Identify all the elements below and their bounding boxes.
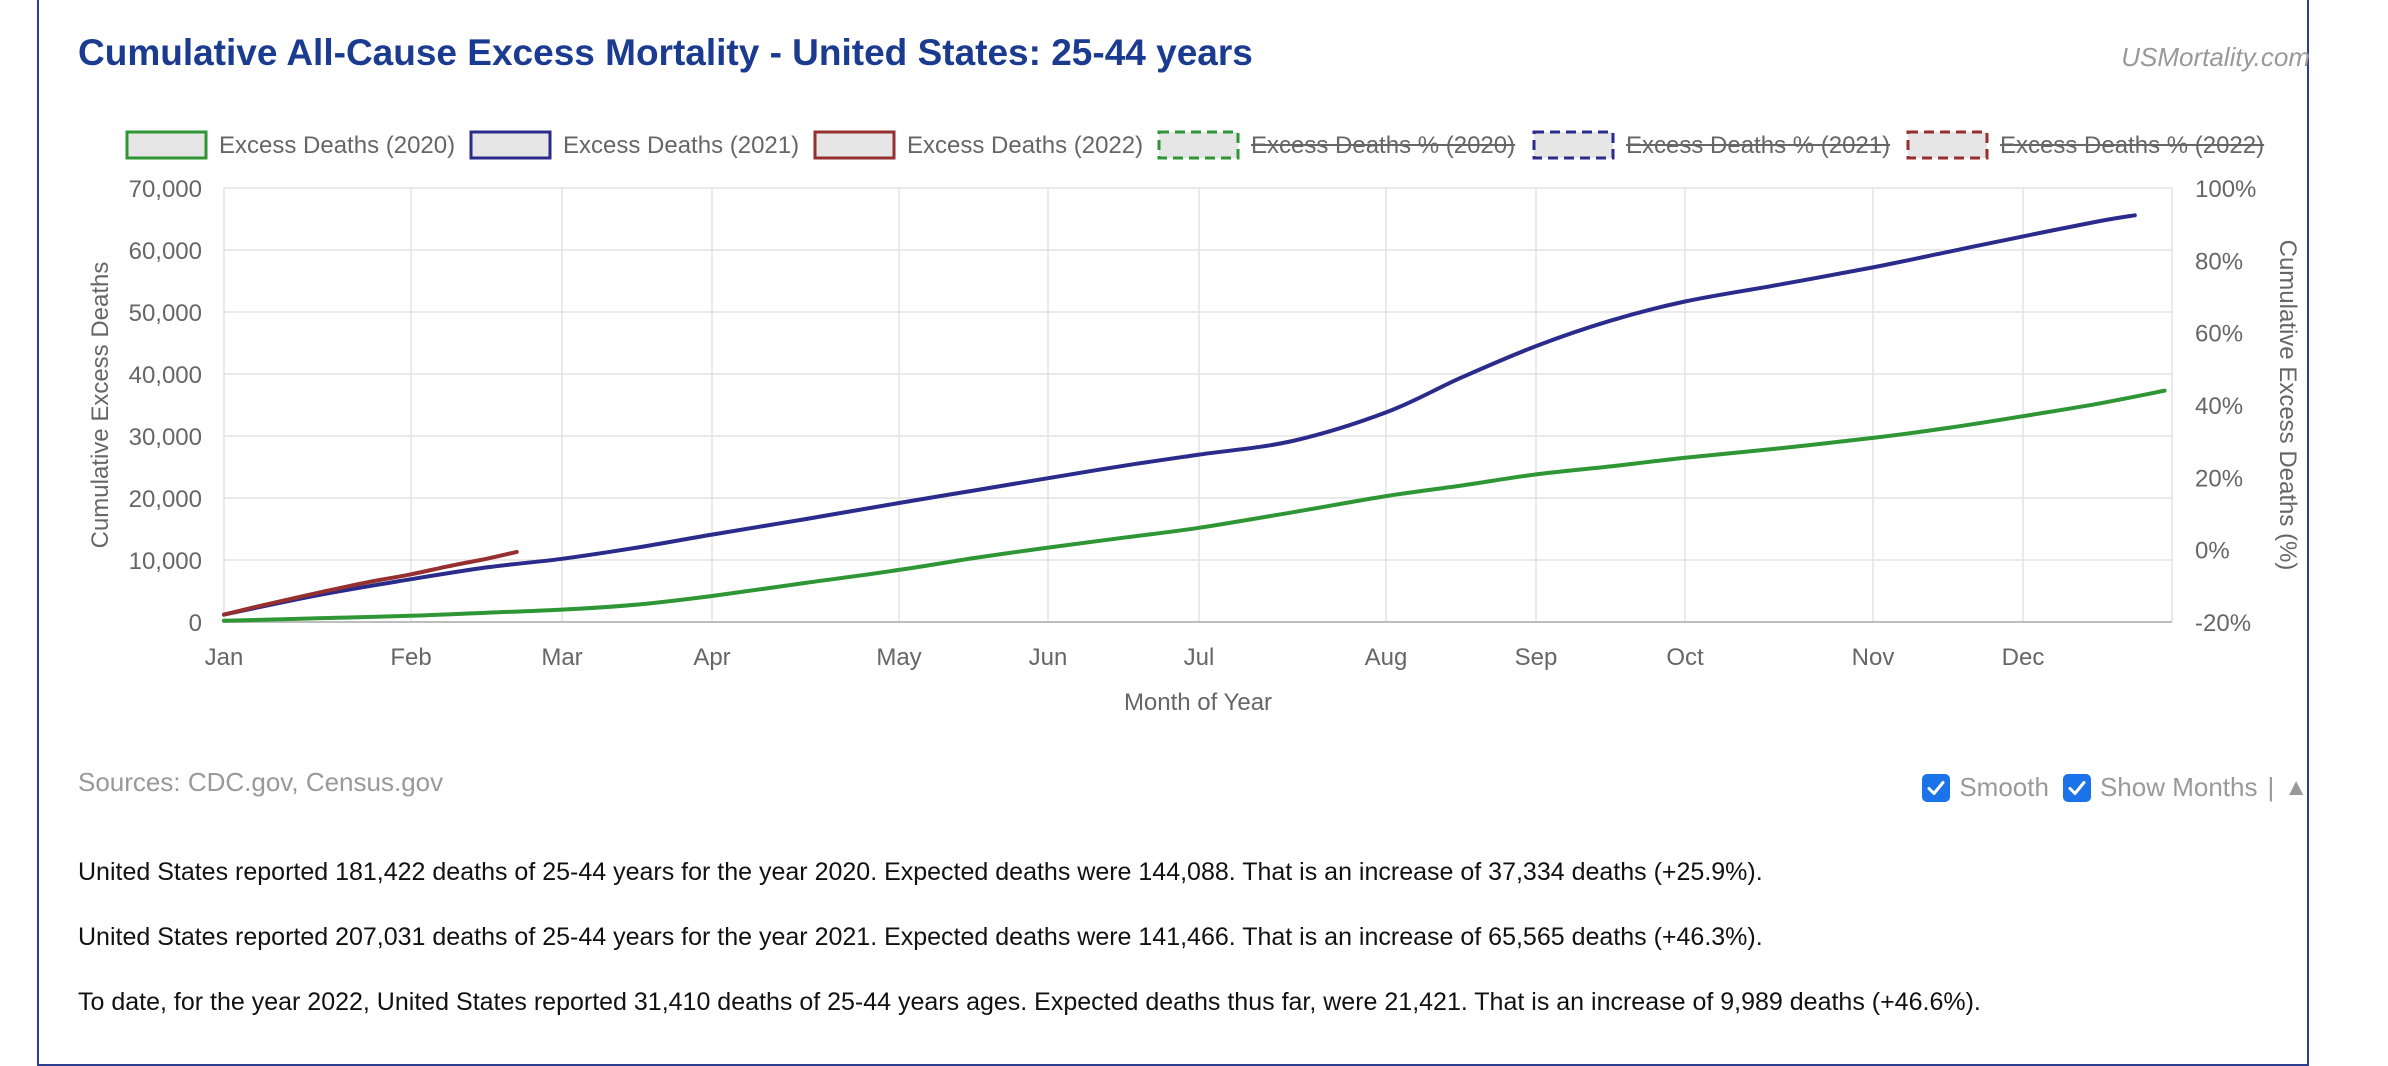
y2-tick-label: 60% bbox=[2195, 321, 2243, 348]
sources-text: Sources: CDC.gov, Census.gov bbox=[78, 767, 444, 797]
x-tick-label: Sep bbox=[1515, 644, 1558, 671]
x-tick-label: Apr bbox=[693, 644, 730, 671]
y2-tick-label: 20% bbox=[2195, 465, 2243, 492]
y2-tick-label: -20% bbox=[2195, 610, 2251, 637]
y-axis-title: Cumulative Excess Deaths bbox=[87, 262, 114, 549]
y-tick-label: 20,000 bbox=[129, 486, 202, 513]
chart-lines bbox=[222, 213, 2167, 623]
x-tick-label: Jun bbox=[1029, 644, 1068, 671]
check-icon bbox=[1927, 780, 1945, 795]
series-line-3 bbox=[222, 549, 519, 617]
show-months-label[interactable]: Show Months bbox=[2099, 772, 2258, 802]
series-line-2 bbox=[222, 213, 2137, 617]
y-tick-label: 30,000 bbox=[129, 424, 202, 451]
y2-tick-label: 40% bbox=[2195, 393, 2243, 420]
x-tick-label: Jan bbox=[205, 644, 244, 671]
x-axis-title: Month of Year bbox=[1124, 689, 1272, 716]
legend-item-5[interactable]: Excess Deaths % (2021) bbox=[1532, 130, 1891, 160]
y-tick-label: 0 bbox=[189, 610, 202, 637]
chart-grid bbox=[223, 187, 2173, 623]
y-tick-label: 60,000 bbox=[129, 238, 202, 265]
legend-swatch bbox=[1532, 130, 1615, 160]
chart-title: Cumulative All-Cause Excess Mortality - … bbox=[78, 32, 1253, 73]
y-tick-label: 50,000 bbox=[129, 300, 202, 327]
series-line-1 bbox=[222, 388, 2167, 623]
legend-swatch bbox=[813, 130, 896, 160]
y-tick-label: 70,000 bbox=[129, 176, 202, 203]
y2-axis-title: Cumulative Excess Deaths (%) bbox=[2274, 240, 2301, 571]
legend-swatch bbox=[1157, 130, 1240, 160]
x-tick-label: Oct bbox=[1666, 644, 1704, 671]
legend-item-4[interactable]: Excess Deaths % (2020) bbox=[1157, 130, 1516, 160]
x-tick-label: May bbox=[876, 644, 921, 671]
smooth-checkbox[interactable] bbox=[1922, 773, 1951, 802]
check-icon bbox=[2068, 780, 2086, 795]
legend-swatch bbox=[469, 130, 552, 160]
x-tick-label: Aug bbox=[1365, 644, 1408, 671]
collapse-caret-icon[interactable]: ▲ bbox=[2284, 773, 2308, 801]
y2-tick-label: 0% bbox=[2195, 538, 2230, 565]
x-tick-label: Dec bbox=[2002, 644, 2045, 671]
y-tick-label: 10,000 bbox=[129, 548, 202, 575]
x-tick-label: Mar bbox=[541, 644, 582, 671]
chart-axes: 0 10,000 20,000 30,000 40,000 50,000 60,000 70,… bbox=[87, 176, 2301, 716]
summary-2020: United States reported 181,422 deaths of… bbox=[78, 858, 1763, 886]
legend-item-2[interactable]: Excess Deaths (2021) bbox=[469, 130, 799, 160]
y2-tick-label: 100% bbox=[2195, 176, 2256, 203]
x-tick-label: Nov bbox=[1852, 644, 1895, 671]
y-tick-label: 40,000 bbox=[129, 362, 202, 389]
smooth-label[interactable]: Smooth bbox=[1959, 772, 2049, 802]
legend-label: Excess Deaths (2021) bbox=[563, 132, 799, 159]
legend-item-1[interactable]: Excess Deaths (2020) bbox=[125, 130, 455, 160]
legend-item-6[interactable]: Excess Deaths % (2022) bbox=[1906, 130, 2265, 160]
y2-tick-label: 80% bbox=[2195, 248, 2243, 275]
legend-label: Excess Deaths (2020) bbox=[219, 132, 455, 159]
summary-2022: To date, for the year 2022, United State… bbox=[78, 988, 1981, 1016]
legend-swatch bbox=[1906, 130, 1989, 160]
summary-2021: United States reported 207,031 deaths of… bbox=[78, 923, 1763, 951]
legend-item-3[interactable]: Excess Deaths (2022) bbox=[813, 130, 1143, 160]
x-tick-label: Feb bbox=[390, 644, 431, 671]
controls-separator: | bbox=[2267, 772, 2275, 802]
legend-label: Excess Deaths (2022) bbox=[907, 132, 1143, 159]
chart-controls: Smooth Show Months | ▲ bbox=[1922, 772, 2308, 803]
excess-mortality-chart: Excess Deaths (2020) Excess Deaths (2021)… bbox=[87, 130, 2301, 716]
show-months-checkbox[interactable] bbox=[2062, 773, 2091, 802]
brand-watermark[interactable]: USMortality.com bbox=[2121, 42, 2310, 72]
legend-swatch bbox=[125, 130, 208, 160]
chart-legend: Excess Deaths (2020) Excess Deaths (2021)… bbox=[125, 130, 2265, 160]
x-tick-label: Jul bbox=[1184, 644, 1215, 671]
